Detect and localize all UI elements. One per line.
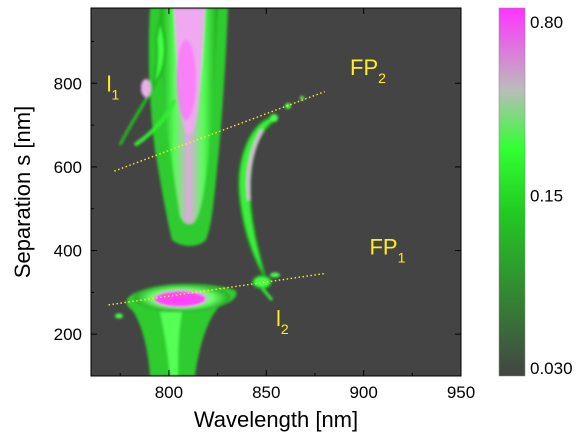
annotation-fp2: FP2 xyxy=(350,55,386,86)
x-axis: 800 850 900 950 xyxy=(119,8,475,402)
annotation-l2: l2 xyxy=(276,306,289,337)
annotation-fp2-main: FP xyxy=(350,55,378,80)
l1-branch-arm xyxy=(133,99,177,147)
y-tick-label: 400 xyxy=(54,242,82,261)
annotation-fp1-main: FP xyxy=(369,235,397,260)
annotation-fp1: FP1 xyxy=(369,235,405,266)
heatmap xyxy=(115,8,304,376)
x-tick-label: 900 xyxy=(349,383,377,402)
colorbar-labels: 0.80 0.15 0.030 xyxy=(530,13,573,378)
x-tick-label: 950 xyxy=(447,383,475,402)
annotation-l2-sub: 2 xyxy=(281,321,289,337)
colorbar-tick-label: 0.030 xyxy=(530,359,573,378)
fp2-crossing-branch-core xyxy=(246,129,264,201)
x-axis-title: Wavelength [nm] xyxy=(194,407,358,432)
lower-mode-band-tail xyxy=(160,312,182,376)
annotation-l1-sub: 1 xyxy=(111,87,119,103)
colorbar-tick-label: 0.15 xyxy=(530,187,563,206)
annotation-fp2-sub: 2 xyxy=(378,70,386,86)
y-axis-title: Separation s [nm] xyxy=(10,106,35,278)
annotation-l1-main: l xyxy=(107,72,112,97)
y-tick-label: 200 xyxy=(54,325,82,344)
colorbar: 0.80 0.15 0.030 xyxy=(498,7,573,378)
x-tick-label: 850 xyxy=(252,383,280,402)
l1-branch xyxy=(118,17,167,146)
y-axis: 200 400 600 800 xyxy=(54,40,461,344)
l1-branch-spot xyxy=(141,79,151,97)
colorbar-bar xyxy=(498,7,526,377)
lower-spot-left xyxy=(115,313,123,319)
lower-spot-right xyxy=(270,272,280,278)
annotation-fp1-sub: 1 xyxy=(398,250,406,266)
fp2-resonance-spot-1 xyxy=(270,114,278,122)
colorbar-tick-label: 0.80 xyxy=(530,13,563,32)
fp2-resonance-spot-3 xyxy=(300,96,304,100)
l2-branch-tail xyxy=(260,287,274,301)
y-tick-label: 600 xyxy=(54,158,82,177)
y-tick-label: 800 xyxy=(54,74,82,93)
annotation-l2-main: l xyxy=(276,306,281,331)
lower-mode-band-peak xyxy=(154,291,206,307)
annotation-l1: l1 xyxy=(107,72,120,103)
guide-lines xyxy=(108,90,325,306)
fp1-line xyxy=(108,272,325,306)
fp2-line xyxy=(114,90,325,172)
x-tick-label: 800 xyxy=(155,383,183,402)
plot-frame xyxy=(90,7,462,377)
upper-mode-band-max xyxy=(176,40,196,120)
